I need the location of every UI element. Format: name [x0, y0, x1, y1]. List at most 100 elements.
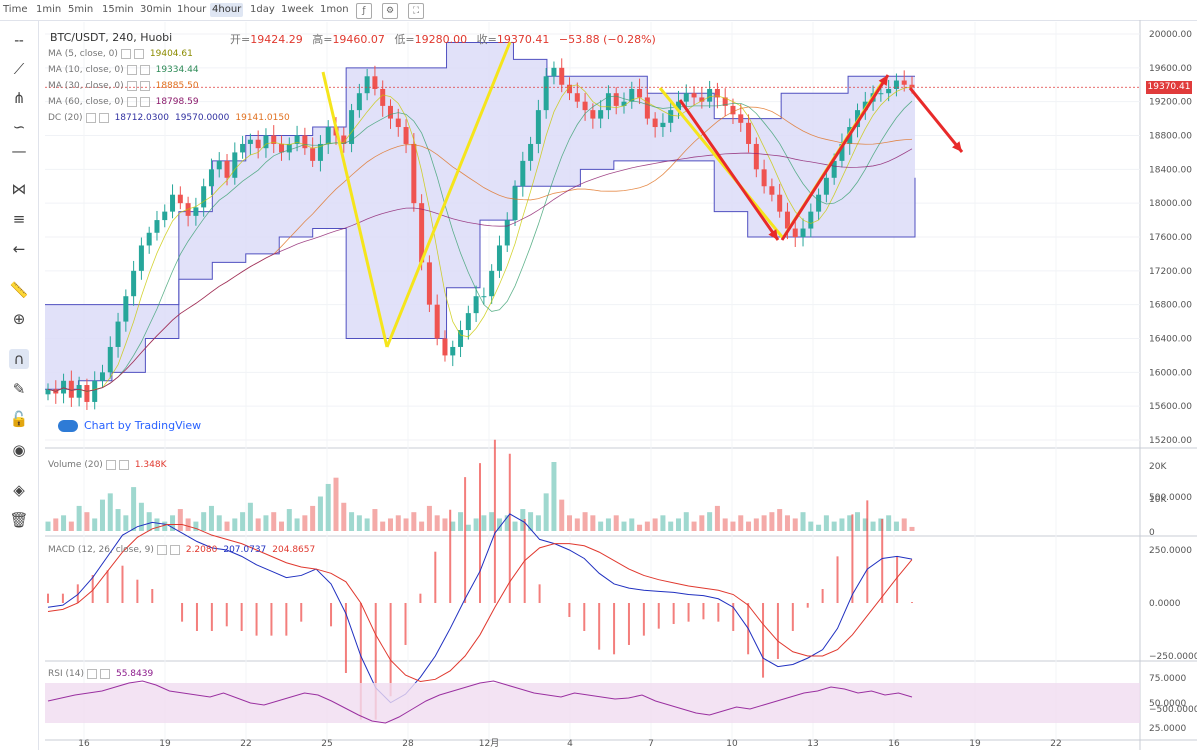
volume-bar	[753, 518, 759, 531]
candle-body	[442, 338, 448, 356]
volume-bar	[707, 512, 713, 531]
timeframe-time[interactable]: Time	[3, 4, 28, 15]
timeframe-1min[interactable]: 1min	[36, 4, 62, 15]
fullscreen-icon[interactable]: ⛶	[408, 3, 424, 19]
timeframe-30min[interactable]: 30min	[140, 4, 172, 15]
volume-bar	[621, 521, 627, 531]
settings-icon[interactable]: ⚙	[382, 3, 398, 19]
donchian-lower-line	[45, 160, 916, 390]
volume-bar	[528, 512, 534, 531]
candle-body	[286, 143, 292, 153]
legend-rsi[interactable]: RSI (14) 55.8439	[48, 668, 153, 681]
price-tick-label: 18000.00	[1149, 199, 1192, 209]
eye-toggle-icon[interactable]	[105, 459, 116, 470]
close-icon[interactable]	[118, 459, 129, 470]
close-icon[interactable]	[99, 668, 110, 679]
volume-bar	[613, 515, 619, 531]
rsi-line	[47, 680, 913, 724]
close-icon[interactable]	[139, 80, 150, 91]
candle-body	[426, 262, 432, 305]
volume-bar	[784, 515, 790, 531]
macd-hist-value: 2.2080	[185, 545, 218, 555]
volume-bar	[792, 518, 798, 531]
candle-body	[761, 169, 767, 187]
volume-bar	[496, 518, 502, 531]
candle-body	[792, 228, 798, 237]
lock-drawing-icon[interactable]: ✎	[12, 380, 26, 398]
candle-body	[240, 143, 246, 153]
annotation-red-arrow	[908, 87, 964, 153]
indicators-icon[interactable]: ƒ	[356, 3, 372, 19]
volume-bar	[473, 518, 479, 531]
legend-volume[interactable]: Volume (20) 1.348K	[48, 459, 166, 472]
tradingview-watermark[interactable]: Chart by TradingView	[58, 419, 201, 432]
horizontal-line-icon[interactable]: —	[11, 142, 27, 160]
volume-bar	[567, 515, 573, 531]
timeframe-1day[interactable]: 1day	[250, 4, 275, 15]
candle-body	[496, 245, 502, 271]
eye-toggle-icon[interactable]	[126, 64, 137, 75]
zoom-icon[interactable]: ⊕	[12, 310, 26, 328]
trendline-icon[interactable]: ⟋	[13, 60, 25, 78]
eye-toggle-icon[interactable]	[126, 80, 137, 91]
pitchfork-icon[interactable]: ⋔	[12, 89, 26, 107]
volume-label: Volume (20)	[48, 460, 103, 470]
eye-toggle-icon[interactable]	[126, 96, 137, 107]
candle-body	[216, 160, 222, 170]
legend-ma60[interactable]: MA (60, close, 0) 18798.59	[48, 96, 199, 109]
unlock-icon[interactable]: 🔓	[9, 410, 29, 428]
volume-bar	[551, 462, 557, 531]
close-icon[interactable]	[139, 64, 150, 75]
volume-bar	[652, 518, 658, 531]
magnet-icon[interactable]: ∩	[9, 349, 29, 369]
close-icon[interactable]	[139, 96, 150, 107]
symbol-title[interactable]: BTC/USDT, 240, Huobi	[50, 31, 172, 44]
pattern-icon[interactable]: ⋈	[11, 180, 27, 198]
candle-body	[535, 110, 541, 144]
candle-body	[652, 118, 658, 128]
eye-toggle-icon[interactable]	[85, 112, 96, 123]
crosshair-icon[interactable]: ╌	[14, 32, 24, 50]
volume-bar	[341, 502, 347, 531]
candle-body	[395, 118, 401, 128]
eye-toggle-icon[interactable]	[86, 668, 97, 679]
candle-body	[450, 346, 456, 356]
candle-body	[115, 321, 121, 347]
close-icon[interactable]	[98, 112, 109, 123]
arrow-back-icon[interactable]: ←	[12, 240, 26, 258]
eye-toggle-icon[interactable]	[156, 544, 167, 555]
legend-ma60-name: MA (60, close, 0)	[48, 97, 124, 107]
layers-icon[interactable]: ◈	[13, 481, 25, 499]
legend-ma30[interactable]: MA (30, close, 0) 18885.50	[48, 80, 199, 93]
candle-body	[201, 186, 207, 208]
macd-tick-label: 500.0000	[1149, 493, 1192, 503]
close-icon[interactable]	[169, 544, 180, 555]
timeframe-1hour[interactable]: 1hour	[177, 4, 207, 15]
eye-icon[interactable]: ◉	[12, 441, 26, 459]
volume-bar	[730, 521, 736, 531]
eye-toggle-icon[interactable]	[120, 48, 131, 59]
legend-macd[interactable]: MACD (12, 26, close, 9) 2.2080 207.0737 204…	[48, 544, 315, 557]
volume-bar	[356, 515, 362, 531]
timeframe-1week[interactable]: 1week	[281, 4, 314, 15]
candle-body	[434, 304, 440, 339]
fibonacci-icon[interactable]: ≡	[12, 210, 26, 228]
candle-body	[411, 143, 417, 204]
timeframe-15min[interactable]: 15min	[102, 4, 134, 15]
timeframe-5min[interactable]: 5min	[68, 4, 94, 15]
legend-ma10[interactable]: MA (10, close, 0) 19334.44	[48, 64, 199, 77]
timeframe-4hour[interactable]: 4hour	[210, 3, 244, 17]
candle-body	[512, 186, 518, 221]
candle-body	[816, 194, 822, 212]
candle-body	[138, 245, 144, 271]
ruler-icon[interactable]: 📏	[9, 281, 29, 299]
legend-ma5[interactable]: MA (5, close, 0) 19404.61	[48, 48, 193, 61]
brush-icon[interactable]: ∽	[12, 118, 26, 136]
trash-icon[interactable]: 🗑	[9, 511, 29, 529]
candle-body	[551, 67, 557, 77]
timeframe-1mon[interactable]: 1mon	[320, 4, 349, 15]
volume-bar	[84, 512, 90, 531]
legend-dc[interactable]: DC (20) 18712.0300 19570.0000 19141.0150	[48, 112, 290, 125]
close-icon[interactable]	[133, 48, 144, 59]
